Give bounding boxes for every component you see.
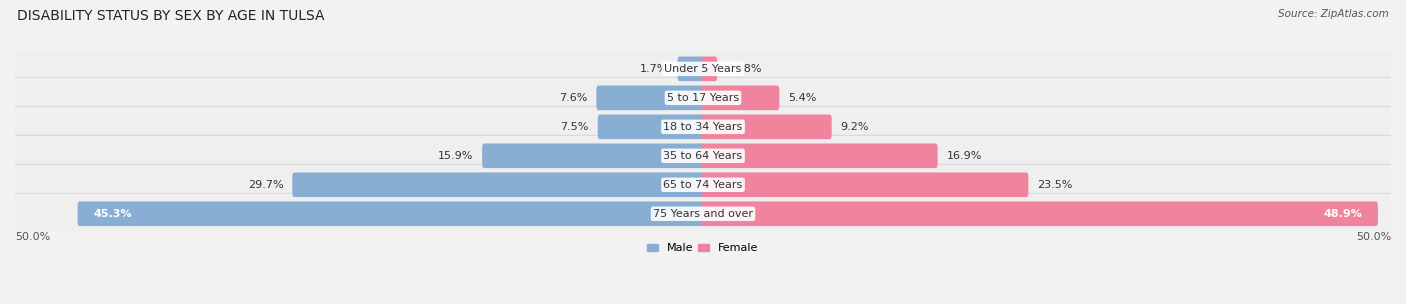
Text: 5 to 17 Years: 5 to 17 Years bbox=[666, 93, 740, 103]
FancyBboxPatch shape bbox=[11, 193, 1395, 234]
Text: 35 to 64 Years: 35 to 64 Years bbox=[664, 151, 742, 161]
Text: 9.2%: 9.2% bbox=[841, 122, 869, 132]
FancyBboxPatch shape bbox=[678, 57, 704, 81]
FancyBboxPatch shape bbox=[77, 202, 704, 226]
FancyBboxPatch shape bbox=[702, 85, 779, 110]
Text: DISABILITY STATUS BY SEX BY AGE IN TULSA: DISABILITY STATUS BY SEX BY AGE IN TULSA bbox=[17, 9, 325, 23]
FancyBboxPatch shape bbox=[11, 77, 1395, 119]
Text: 65 to 74 Years: 65 to 74 Years bbox=[664, 180, 742, 190]
Text: 7.5%: 7.5% bbox=[561, 122, 589, 132]
Text: 48.9%: 48.9% bbox=[1323, 209, 1362, 219]
FancyBboxPatch shape bbox=[702, 172, 1028, 197]
FancyBboxPatch shape bbox=[702, 202, 1378, 226]
FancyBboxPatch shape bbox=[702, 115, 832, 139]
Text: Source: ZipAtlas.com: Source: ZipAtlas.com bbox=[1278, 9, 1389, 19]
FancyBboxPatch shape bbox=[596, 85, 704, 110]
Text: 50.0%: 50.0% bbox=[15, 232, 51, 242]
FancyBboxPatch shape bbox=[292, 172, 704, 197]
Text: 15.9%: 15.9% bbox=[437, 151, 474, 161]
FancyBboxPatch shape bbox=[598, 115, 704, 139]
Text: 23.5%: 23.5% bbox=[1038, 180, 1073, 190]
Text: 18 to 34 Years: 18 to 34 Years bbox=[664, 122, 742, 132]
FancyBboxPatch shape bbox=[11, 106, 1395, 147]
Text: 7.6%: 7.6% bbox=[560, 93, 588, 103]
FancyBboxPatch shape bbox=[11, 164, 1395, 205]
Text: 75 Years and over: 75 Years and over bbox=[652, 209, 754, 219]
FancyBboxPatch shape bbox=[702, 143, 938, 168]
Text: 16.9%: 16.9% bbox=[946, 151, 981, 161]
Text: 45.3%: 45.3% bbox=[93, 209, 132, 219]
FancyBboxPatch shape bbox=[702, 57, 717, 81]
FancyBboxPatch shape bbox=[482, 143, 704, 168]
Text: Under 5 Years: Under 5 Years bbox=[665, 64, 741, 74]
Text: 0.88%: 0.88% bbox=[725, 64, 762, 74]
Text: 29.7%: 29.7% bbox=[247, 180, 284, 190]
Legend: Male, Female: Male, Female bbox=[643, 239, 763, 258]
FancyBboxPatch shape bbox=[11, 135, 1395, 176]
Text: 50.0%: 50.0% bbox=[1355, 232, 1391, 242]
Text: 1.7%: 1.7% bbox=[640, 64, 669, 74]
Text: 5.4%: 5.4% bbox=[789, 93, 817, 103]
FancyBboxPatch shape bbox=[11, 48, 1395, 89]
